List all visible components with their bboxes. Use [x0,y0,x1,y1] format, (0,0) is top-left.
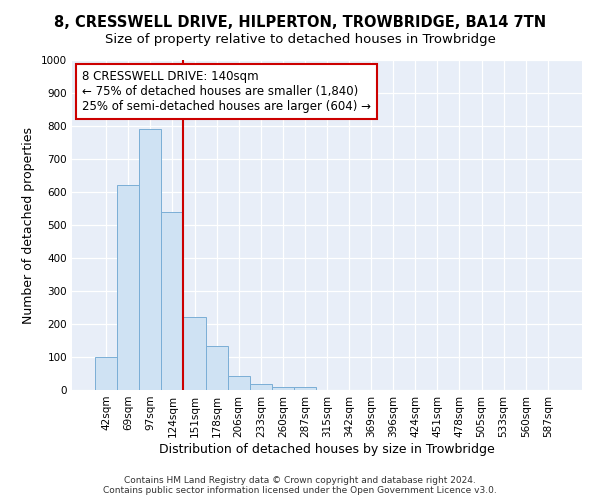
Bar [95,357,117,390]
Bar [184,318,206,390]
X-axis label: Distribution of detached houses by size in Trowbridge: Distribution of detached houses by size … [159,442,495,456]
Text: 8 CRESSWELL DRIVE: 140sqm
← 75% of detached houses are smaller (1,840)
25% of se: 8 CRESSWELL DRIVE: 140sqm ← 75% of detac… [82,70,371,113]
Bar [139,130,161,390]
Y-axis label: Number of detached properties: Number of detached properties [22,126,35,324]
Bar [206,346,227,390]
Bar [117,186,139,390]
Bar [294,386,316,390]
Bar [227,376,250,390]
Text: 8, CRESSWELL DRIVE, HILPERTON, TROWBRIDGE, BA14 7TN: 8, CRESSWELL DRIVE, HILPERTON, TROWBRIDG… [54,15,546,30]
Text: Contains HM Land Registry data © Crown copyright and database right 2024.
Contai: Contains HM Land Registry data © Crown c… [103,476,497,495]
Bar [272,386,294,390]
Text: Size of property relative to detached houses in Trowbridge: Size of property relative to detached ho… [104,32,496,46]
Bar [161,212,184,390]
Bar [250,384,272,390]
